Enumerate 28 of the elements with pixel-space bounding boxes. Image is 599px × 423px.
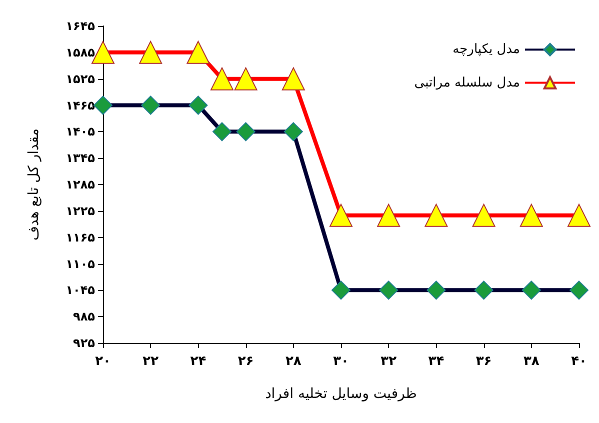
y-tick-label: ۱۳۴۵	[66, 151, 95, 166]
x-tick-label: ۳۰	[333, 354, 349, 369]
y-tick-label: ۹۲۵	[73, 336, 95, 350]
legend-label: مدل سلسله مراتبی	[414, 75, 520, 90]
y-tick-label: ۱۲۲۵	[66, 204, 95, 218]
y-tick-label: ۱۱۶۵	[66, 230, 95, 244]
x-axis-title: ظرفیت وسایل تخلیه افراد	[265, 386, 417, 402]
x-tick-label: ۲۴	[190, 354, 206, 369]
y-tick-label: ۱۴۶۵	[66, 98, 95, 112]
x-tick-label: ۳۶	[476, 354, 492, 369]
y-tick-label: ۱۶۴۵	[66, 19, 95, 33]
x-tick-label: ۴۰	[571, 354, 587, 369]
legend-label: مدل یکپارچه	[452, 42, 520, 58]
y-tick-label: ۱۵۲۵	[66, 72, 95, 86]
y-tick-label: ۱۵۸۵	[66, 45, 95, 60]
y-tick-label: ۹۸۵	[73, 310, 95, 324]
x-tick-label: ۳۴	[428, 354, 444, 369]
x-tick-label: ۲۰	[95, 354, 111, 369]
y-tick-label: ۱۰۴۵	[66, 283, 95, 298]
y-axis-title: مقدار کل تابع هدف	[26, 128, 42, 240]
x-tick-label: ۳۸	[523, 354, 540, 369]
y-tick-label: ۱۱۰۵	[66, 256, 95, 271]
y-tick-label: ۱۴۰۵	[66, 124, 95, 139]
x-tick-label: ۳۲	[380, 354, 397, 369]
y-tick-label: ۱۲۸۵	[66, 178, 95, 192]
x-tick-label: ۲۸	[285, 354, 302, 369]
x-tick-label: ۲۲	[142, 354, 159, 369]
x-tick-label: ۲۶	[238, 354, 254, 369]
